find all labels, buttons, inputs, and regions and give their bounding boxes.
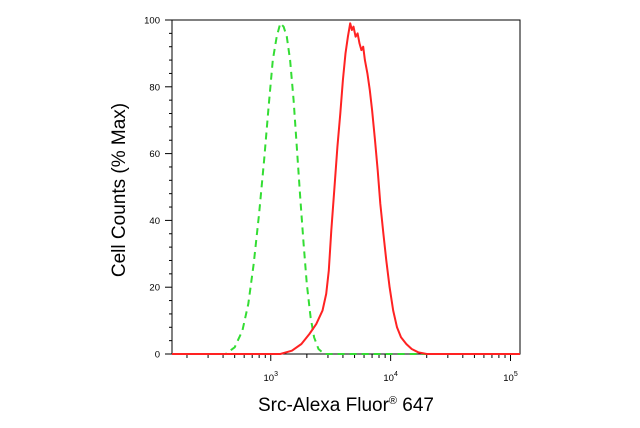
y-tick-label: 40 bbox=[149, 216, 160, 227]
x-axis-title-registered-mark: ® bbox=[389, 395, 397, 407]
x-tick-label-base: 10 bbox=[264, 373, 275, 384]
plot-frame bbox=[171, 19, 521, 355]
x-tick-label: 103 bbox=[264, 371, 279, 384]
y-tick-label: 60 bbox=[149, 149, 160, 160]
y-axis-ticks: 0 20 40 60 80 100 bbox=[144, 16, 172, 361]
x-tick-label-base: 10 bbox=[503, 373, 514, 384]
x-axis-title: Src-Alexa Fluor® 647 bbox=[258, 395, 434, 416]
series-layer bbox=[172, 22, 520, 355]
x-tick-label-exponent: 3 bbox=[274, 371, 278, 378]
x-tick-label: 105 bbox=[503, 371, 518, 384]
x-axis-title-suffix: 647 bbox=[397, 395, 434, 416]
y-tick-label: 20 bbox=[149, 283, 160, 294]
y-tick-label: 0 bbox=[155, 350, 160, 361]
series-2-line bbox=[172, 22, 520, 355]
x-axis-ticks: 103 104 105 bbox=[186, 354, 518, 384]
y-axis-title: Cell Counts (% Max) bbox=[109, 103, 130, 277]
x-tick-label-exponent: 5 bbox=[514, 371, 518, 378]
y-tick-label: 100 bbox=[144, 16, 160, 27]
x-tick-label-base: 10 bbox=[383, 373, 394, 384]
x-tick-label: 104 bbox=[383, 371, 398, 384]
y-tick-label: 80 bbox=[149, 82, 160, 93]
x-axis-title-main: Src-Alexa Fluor bbox=[258, 395, 390, 416]
x-tick-label-exponent: 4 bbox=[394, 371, 398, 378]
series-1-line bbox=[172, 22, 520, 355]
